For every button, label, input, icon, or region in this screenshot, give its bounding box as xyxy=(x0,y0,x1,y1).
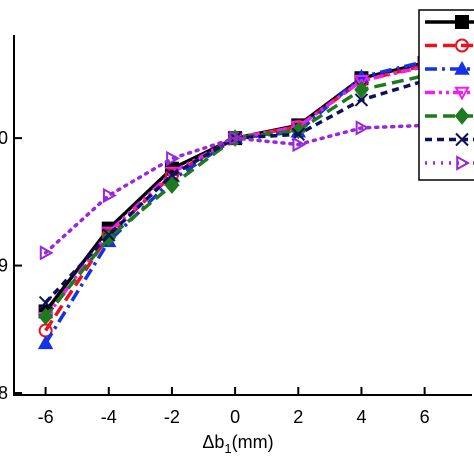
x-tick-label: 0 xyxy=(230,407,240,427)
x-tick-label: 2 xyxy=(293,407,303,427)
marker xyxy=(166,150,180,167)
legend-marker xyxy=(455,15,469,29)
marker xyxy=(164,176,180,195)
x-label-main: Δb xyxy=(202,432,224,452)
y-tick-label: 0.9 xyxy=(0,256,8,276)
y-tick-label: 1.0 xyxy=(0,128,8,148)
marker xyxy=(38,307,53,326)
marker xyxy=(355,120,370,136)
marker xyxy=(353,74,370,89)
x-tick-label: 4 xyxy=(356,407,366,427)
x-tick-label: -6 xyxy=(38,407,54,427)
series-line xyxy=(44,59,426,345)
series-line xyxy=(44,79,426,304)
marker xyxy=(39,245,54,261)
x-label-sub: 1 xyxy=(224,441,231,456)
x-tick-label: -2 xyxy=(164,407,180,427)
legend-marker xyxy=(454,107,470,125)
legend-marker xyxy=(454,86,470,101)
y-tick-label: 0.8 xyxy=(0,383,8,403)
marker xyxy=(37,335,54,350)
marker xyxy=(229,130,244,146)
legend-box xyxy=(418,9,474,181)
legend-marker xyxy=(454,60,470,75)
x-tick-label: -4 xyxy=(101,407,117,427)
marker xyxy=(102,187,117,204)
marker xyxy=(102,228,116,242)
marker xyxy=(292,136,307,153)
series-line xyxy=(44,73,426,318)
marker xyxy=(38,295,53,310)
series-line xyxy=(44,65,426,319)
series-line xyxy=(43,123,427,255)
series-line xyxy=(44,61,426,313)
x-label-unit: (mm) xyxy=(232,432,274,452)
marker xyxy=(354,80,369,99)
marker xyxy=(165,168,179,182)
legend-marker xyxy=(455,132,469,147)
x-axis-label: Δb1(mm) xyxy=(202,432,273,456)
legend-marker xyxy=(456,155,471,171)
x-tick-label: 6 xyxy=(420,407,430,427)
marker xyxy=(354,93,369,107)
legend-marker xyxy=(455,38,469,53)
